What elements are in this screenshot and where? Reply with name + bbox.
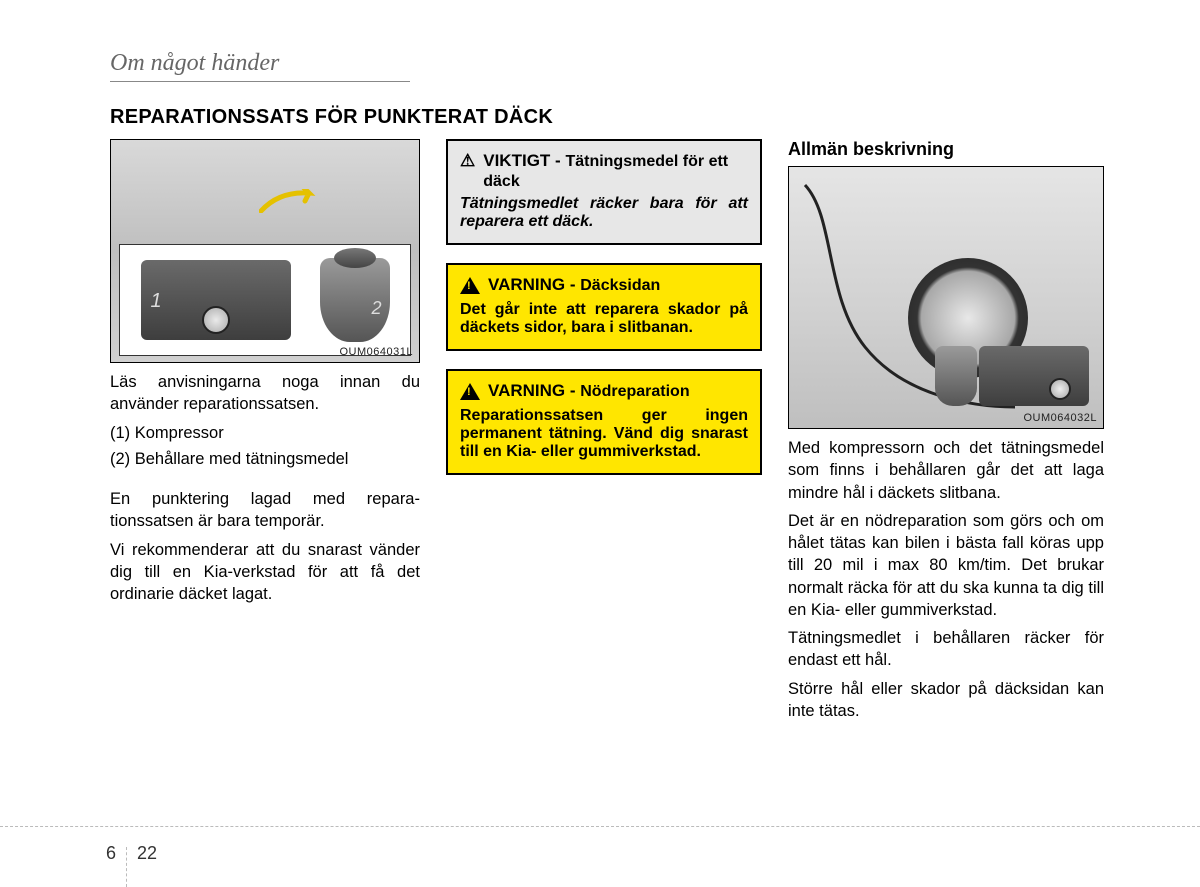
warning-icon [460,277,480,294]
col3-p3: Tätningsmedlet i behållaren räcker för e… [788,627,1104,672]
gauge-icon [202,306,230,334]
warning-box-2: VARNING - Nödreparation Reparationssatse… [446,369,762,475]
lift-arrow-icon [259,189,319,213]
figure-inset: 1 2 [119,244,411,356]
compressor-illustration: 1 [141,260,291,340]
warning-1-text: Det går inte att reparera skador på däck… [460,301,748,337]
running-head: Om något händer [110,50,410,82]
col3-p2: Det är en nödreparation som görs och om … [788,510,1104,621]
gauge-icon [1049,378,1071,400]
legend-item-1: (1) Kompressor [110,422,420,444]
column-2: ⚠ VIKTIGT - Tätningsmedel för ett däck T… [446,139,762,728]
page-footer: 6 22 [0,826,1200,827]
figure-trunk-kit: 1 2 OUM064031L [110,139,420,363]
notice-label: VIKTIGT - [483,151,560,170]
warning-2-sublabel: Nödreparation [580,383,689,400]
chapter-number: 6 [106,843,116,864]
sealant-bottle-illustration [935,346,977,406]
column-1: 1 2 OUM064031L Läs anvisningarna noga in… [110,139,420,728]
figure-reference: OUM064032L [1024,412,1098,424]
warning-icon [460,383,480,400]
notice-heading: ⚠ VIKTIGT - Tätningsmedel för ett däck [460,151,748,191]
intro-text: Läs anvisningarna noga innan du använder… [110,371,420,416]
col3-text: Med kompressorn och det tätningsmedel so… [788,437,1104,722]
col1-p1: En punktering lagad med repara­tionssats… [110,488,420,533]
warning-2-heading: VARNING - Nödreparation [460,381,748,401]
notice-text: Tätningsmedlet räcker bara för att repar… [460,195,748,231]
callout-2: 2 [371,298,381,319]
col3-p1: Med kompressorn och det tätningsmedel so… [788,437,1104,504]
sealant-bottle-illustration: 2 [320,258,390,342]
warning-box-1: VARNING - Däcksidan Det går inte att rep… [446,263,762,351]
page-num: 22 [137,843,157,864]
legend-list: (1) Kompressor (2) Behållare med tätning… [110,422,420,471]
callout-1: 1 [151,290,162,313]
warning-1-heading: VARNING - Däcksidan [460,275,748,295]
page: Om något händer REPARATIONSSATS FÖR PUNK… [0,0,1200,728]
compressor-illustration [979,346,1089,406]
content-columns: 1 2 OUM064031L Läs anvisningarna noga in… [110,139,1110,728]
column-3: Allmän beskrivning OUM064032L Med kompre… [788,139,1104,728]
figure-reference: OUM064031L [340,346,414,358]
caution-icon: ⚠ [460,152,475,169]
notice-box: ⚠ VIKTIGT - Tätningsmedel för ett däck T… [446,139,762,245]
warning-2-text: Reparationssatsen ger ingen permanent tä… [460,407,748,461]
col1-text: Läs anvisningarna noga innan du använder… [110,371,420,605]
section-title: REPARATIONSSATS FÖR PUNKTERAT DÄCK [110,106,1110,129]
legend-item-2: (2) Behållare med tätningsmedel [110,448,420,470]
warning-1-label: VARNING - [488,275,576,294]
figure-compressor-use: OUM064032L [788,166,1104,429]
warning-2-label: VARNING - [488,381,576,400]
col3-subhead: Allmän beskrivning [788,139,1104,160]
page-number: 6 22 [106,833,157,873]
col3-p4: Större hål eller skador på däcksidan kan… [788,678,1104,723]
warning-1-sublabel: Däcksidan [580,277,660,294]
page-separator [126,847,127,887]
col1-p2: Vi rekommenderar att du snarast vänder d… [110,539,420,606]
